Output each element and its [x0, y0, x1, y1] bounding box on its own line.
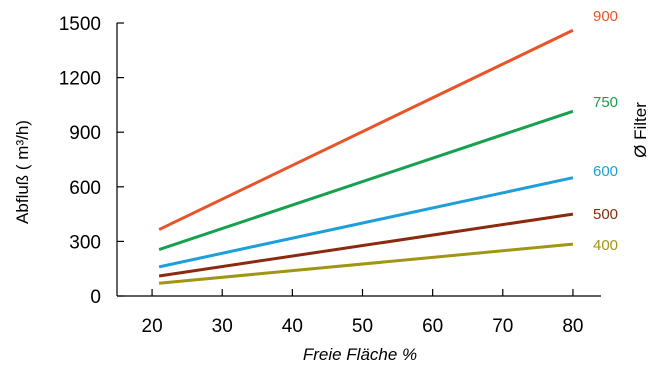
series-label-400: 400 — [593, 237, 618, 254]
x-tick-label: 50 — [352, 316, 373, 337]
series-label-900: 900 — [593, 8, 618, 25]
x-tick-label: 20 — [142, 316, 163, 337]
series-labels: 900 750 600 500 400 — [593, 8, 618, 254]
series-line-500 — [158, 212, 574, 278]
x-tick-label: 40 — [282, 316, 303, 337]
x-axis-title: Freie Fläche % — [303, 345, 417, 364]
y-tick-label: 1200 — [59, 69, 101, 90]
y-tick-label: 1500 — [59, 14, 101, 35]
x-ticks: 20 30 40 50 60 70 80 — [142, 289, 584, 337]
series-label-750: 750 — [593, 94, 618, 111]
series-lines — [158, 28, 574, 285]
legend-title: Ø Filter — [631, 102, 650, 158]
y-ticks: 0 300 600 900 1200 1500 — [59, 14, 124, 308]
series-line-600 — [158, 176, 574, 269]
series-line-400 — [158, 242, 574, 285]
y-tick-label: 0 — [90, 287, 101, 308]
x-tick-label: 80 — [562, 316, 583, 337]
series-line-750 — [158, 109, 574, 252]
series-line-900 — [158, 28, 574, 231]
axes — [116, 23, 601, 297]
x-tick-label: 70 — [492, 316, 513, 337]
x-tick-label: 60 — [422, 316, 443, 337]
series-label-600: 600 — [593, 163, 618, 180]
y-tick-label: 900 — [69, 123, 101, 144]
y-axis-title: Abfluß ( m³/h) — [13, 120, 32, 224]
y-tick-label: 600 — [69, 178, 101, 199]
series-label-500: 500 — [593, 206, 618, 223]
y-tick-label: 300 — [69, 232, 101, 253]
x-tick-label: 30 — [212, 316, 233, 337]
